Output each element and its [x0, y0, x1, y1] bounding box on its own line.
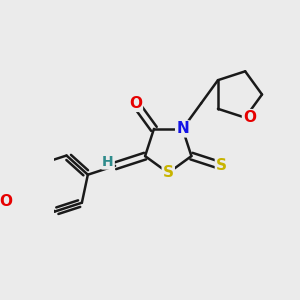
Text: O: O — [129, 96, 142, 111]
Text: O: O — [0, 194, 13, 209]
Text: O: O — [243, 110, 256, 125]
Text: H: H — [102, 154, 114, 169]
Text: S: S — [163, 165, 174, 180]
Text: N: N — [176, 122, 189, 136]
Text: S: S — [216, 158, 227, 173]
